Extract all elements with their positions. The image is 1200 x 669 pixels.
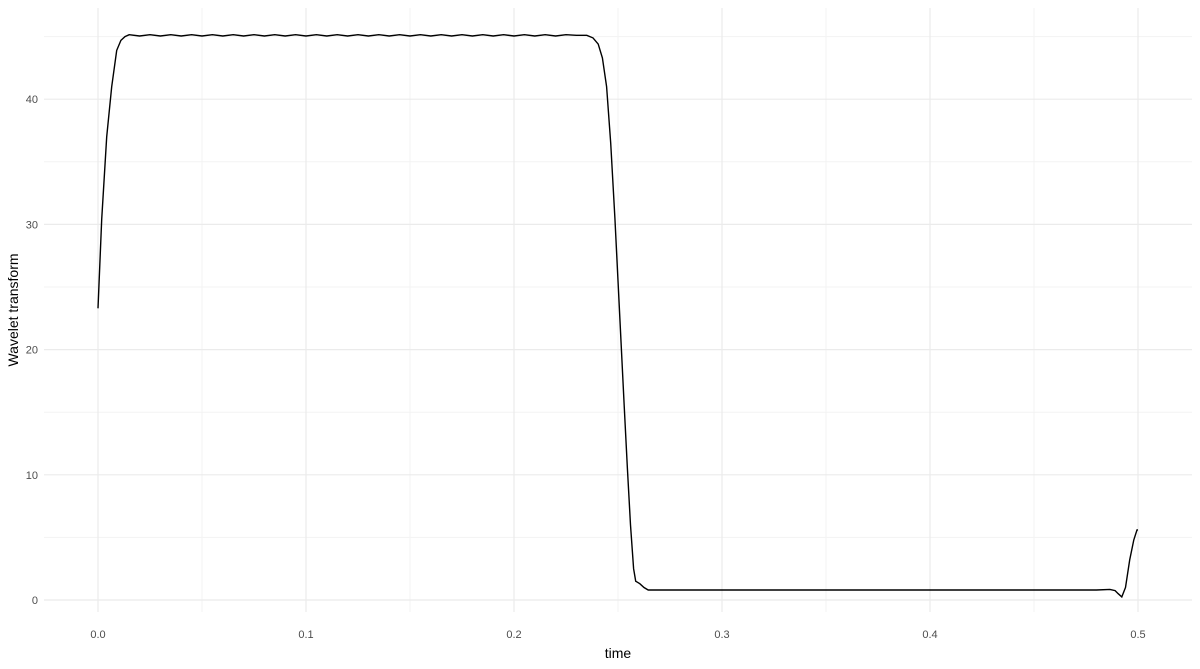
y-tick-label: 40 — [26, 94, 38, 106]
x-tick-label: 0.1 — [298, 629, 313, 641]
x-tick-label: 0.4 — [922, 629, 937, 641]
minor-gridlines — [44, 8, 1192, 612]
x-axis-ticks: 0.0 0.1 0.2 0.3 0.4 0.5 — [90, 629, 1145, 641]
y-tick-label: 30 — [26, 219, 38, 231]
series-line — [97, 33, 1138, 599]
x-tick-label: 0.0 — [90, 629, 105, 641]
y-axis-ticks: 0 10 20 30 40 — [26, 94, 38, 607]
major-gridlines — [44, 8, 1192, 612]
y-axis-title: Wavelet transform — [5, 253, 21, 366]
y-tick-label: 10 — [26, 470, 38, 482]
x-axis-title: time — [605, 645, 632, 661]
y-tick-label: 20 — [26, 345, 38, 357]
y-tick-label: 0 — [32, 595, 38, 607]
x-tick-label: 0.3 — [714, 629, 729, 641]
x-tick-label: 0.2 — [506, 629, 521, 641]
x-tick-label: 0.5 — [1130, 629, 1145, 641]
